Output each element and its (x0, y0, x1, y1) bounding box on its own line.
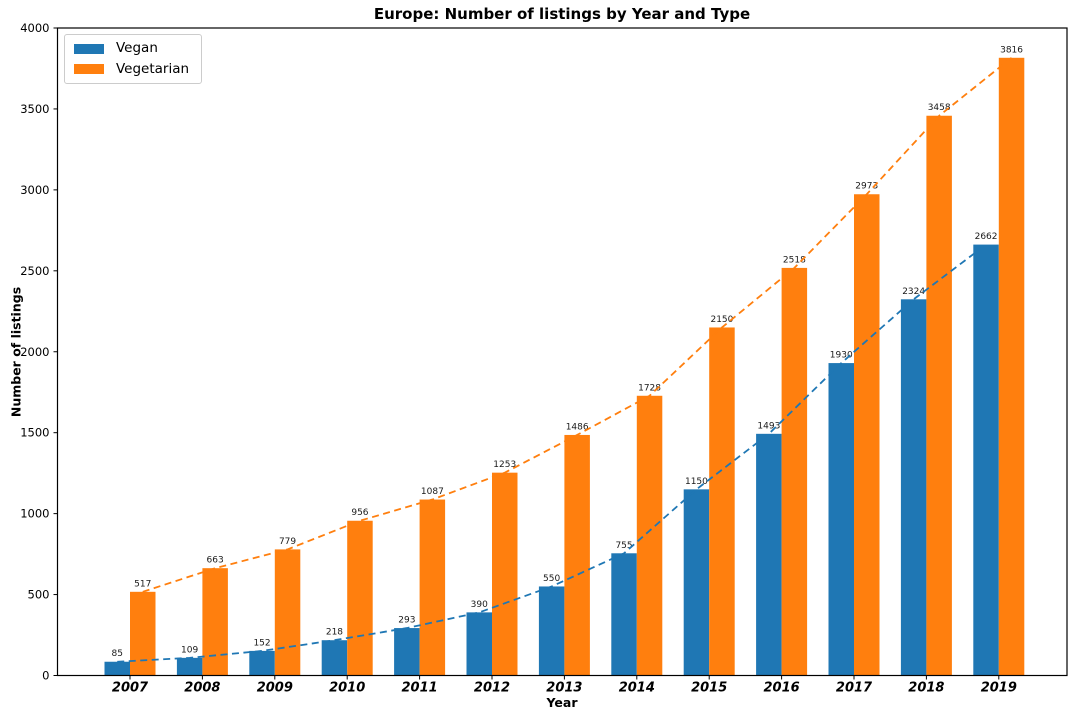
bar-vegan-2019 (973, 244, 999, 676)
bar-vegan-2017 (828, 363, 854, 676)
bar-value-label: 2518 (783, 255, 806, 265)
x-tick-label-2013: 2013 (546, 681, 582, 696)
legend-item-vegan: Vegan (74, 40, 189, 56)
bar-value-label: 1253 (493, 460, 516, 470)
bar-vegetarian-2007 (130, 591, 156, 676)
bar-value-label: 3816 (1000, 45, 1023, 55)
bar-vegan-2012 (466, 612, 492, 676)
bar-value-label: 1486 (566, 422, 589, 432)
x-tick-label-2008: 2008 (184, 681, 220, 696)
legend-swatch-vegetarian (74, 64, 104, 75)
bar-value-label: 85 (112, 649, 123, 659)
bar-vegan-2009 (249, 650, 275, 676)
bar-vegetarian-2013 (564, 434, 590, 676)
bar-value-label: 1493 (757, 421, 780, 431)
bar-vegetarian-2008 (202, 568, 228, 676)
bar-value-label: 2662 (975, 232, 998, 242)
x-tick-label-2015: 2015 (691, 681, 727, 696)
legend-label-vegan: Vegan (116, 40, 158, 56)
bar-value-label: 550 (543, 574, 560, 584)
legend: Vegan Vegetarian (64, 34, 203, 84)
bar-value-label: 517 (134, 579, 151, 589)
bar-vegetarian-2017 (854, 194, 880, 676)
bar-value-label: 390 (471, 600, 488, 610)
x-tick-label-2011: 2011 (402, 681, 438, 696)
bar-vegetarian-2009 (274, 549, 301, 676)
legend-item-vegetarian: Vegetarian (74, 60, 190, 77)
x-tick-label-2017: 2017 (836, 681, 873, 696)
chart-title: Europe: Number of listings by Year and T… (373, 5, 751, 23)
y-tick-label: 1500 (20, 426, 49, 440)
trend-line-vegan (117, 243, 987, 663)
x-tick-label-2014: 2014 (619, 681, 655, 696)
y-tick-label: 3000 (20, 183, 49, 197)
bar-vegan-2011 (394, 628, 420, 676)
bar-vegan-2008 (176, 657, 203, 676)
x-tick-label-2019: 2019 (981, 681, 1017, 696)
bar-value-label: 1150 (685, 477, 708, 487)
bar-value-label: 109 (181, 645, 198, 655)
bar-vegetarian-2014 (636, 395, 663, 676)
bar-vegetarian-2015 (709, 327, 735, 676)
x-tick-label-2009: 2009 (257, 681, 293, 696)
bar-vegan-2015 (683, 489, 710, 676)
bar-value-label: 218 (326, 628, 343, 638)
bar-value-label: 152 (253, 638, 270, 648)
legend-label-vegetarian: Vegetarian (116, 60, 190, 77)
bar-vegan-2018 (900, 299, 927, 676)
bar-value-label: 663 (207, 556, 224, 566)
y-tick-label: 1000 (20, 507, 49, 521)
bar-vegetarian-2019 (998, 57, 1025, 676)
x-tick-label-2010: 2010 (329, 681, 365, 696)
bar-vegetarian-2018 (926, 115, 952, 676)
bar-vegetarian-2016 (781, 267, 808, 676)
bar-value-label: 2150 (710, 315, 733, 325)
bar-value-label: 2973 (855, 182, 878, 192)
bar-value-label: 293 (398, 616, 415, 626)
y-tick-label: 2500 (20, 264, 49, 278)
y-tick-label: 0 (42, 669, 49, 683)
bar-vegetarian-2011 (419, 499, 446, 676)
x-tick-label-2007: 2007 (112, 681, 149, 696)
bar-vegan-2013 (538, 586, 565, 676)
x-tick-label-2012: 2012 (474, 681, 510, 696)
x-tick-label-2018: 2018 (908, 681, 944, 696)
bar-value-label: 755 (615, 541, 632, 551)
bar-value-label: 1087 (421, 487, 444, 497)
y-tick-label: 2000 (20, 345, 49, 359)
x-tick-label-2016: 2016 (764, 681, 800, 696)
bar-value-label: 1728 (638, 383, 661, 393)
bar-vegan-2016 (756, 433, 782, 676)
bar-vegetarian-2010 (347, 520, 373, 676)
y-axis-label: Number of listings (8, 286, 24, 418)
bar-value-label: 1930 (830, 351, 853, 361)
bar-vegan-2014 (611, 553, 637, 676)
bar-vegan-2010 (321, 640, 348, 676)
bar-vegetarian-2012 (492, 472, 518, 676)
bar-vegan-2007 (104, 661, 130, 676)
bar-value-label: 2324 (902, 287, 925, 297)
bar-value-label: 956 (351, 508, 368, 518)
legend-swatch-vegan (74, 43, 104, 54)
y-tick-label: 3500 (20, 102, 49, 116)
plot-border (56, 27, 1068, 677)
bar-value-label: 779 (279, 537, 296, 547)
y-tick-label: 4000 (20, 21, 49, 35)
x-axis-label: Year (546, 695, 578, 710)
bar-value-label: 3458 (928, 103, 951, 113)
y-tick-label: 500 (28, 588, 50, 602)
trend-line-vegetarian (142, 57, 1013, 593)
